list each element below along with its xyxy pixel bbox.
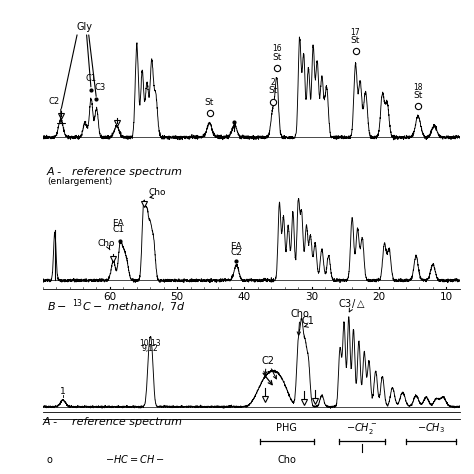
Text: $B-\ ^{13}C-\ methanol,\ 7d$: $B-\ ^{13}C-\ methanol,\ 7d$ xyxy=(47,298,185,315)
Text: 17: 17 xyxy=(351,27,360,36)
Text: Cho: Cho xyxy=(290,310,309,319)
Text: (enlargement): (enlargement) xyxy=(47,177,112,186)
Text: 50: 50 xyxy=(171,292,184,302)
Text: 20: 20 xyxy=(373,292,386,302)
Text: 40: 40 xyxy=(238,292,251,302)
Text: reference spectrum: reference spectrum xyxy=(72,417,182,427)
Text: St: St xyxy=(272,53,282,62)
Text: C2: C2 xyxy=(48,97,60,106)
Text: 2: 2 xyxy=(270,78,275,87)
Text: 30: 30 xyxy=(305,292,319,302)
Text: 1: 1 xyxy=(60,387,66,396)
Text: $-CH_3$: $-CH_3$ xyxy=(417,421,445,435)
Text: C3/$\triangle$: C3/$\triangle$ xyxy=(338,297,366,310)
Text: C2: C2 xyxy=(230,248,242,257)
Text: C2: C2 xyxy=(262,356,274,365)
Text: A -: A - xyxy=(43,417,58,427)
Text: C3: C3 xyxy=(94,82,106,91)
Text: St: St xyxy=(413,91,423,100)
Text: 10,13: 10,13 xyxy=(139,338,161,347)
Text: C1: C1 xyxy=(302,316,315,326)
Text: 18: 18 xyxy=(413,82,423,91)
Text: EA: EA xyxy=(112,219,124,228)
Text: reference spectrum: reference spectrum xyxy=(72,167,182,177)
Text: St: St xyxy=(268,86,277,95)
Text: EA: EA xyxy=(230,242,242,251)
Text: Cho: Cho xyxy=(98,238,115,247)
Text: o: o xyxy=(47,455,53,465)
Text: A -: A - xyxy=(47,167,62,177)
Text: St: St xyxy=(205,98,214,107)
Text: C1: C1 xyxy=(85,74,97,83)
Text: Cho: Cho xyxy=(148,188,166,197)
Text: $-HC=CH-$: $-HC=CH-$ xyxy=(105,453,164,465)
Text: Gly: Gly xyxy=(76,22,92,32)
Text: 9,12: 9,12 xyxy=(142,344,159,353)
Text: PHG: PHG xyxy=(276,423,297,434)
Text: C1: C1 xyxy=(112,226,124,235)
Text: 10: 10 xyxy=(440,292,453,302)
Text: St: St xyxy=(351,36,360,45)
Text: 60: 60 xyxy=(103,292,117,302)
Text: $-CH_2^-$: $-CH_2^-$ xyxy=(346,421,377,437)
Text: Cho: Cho xyxy=(277,455,296,465)
Text: 16: 16 xyxy=(272,44,282,53)
